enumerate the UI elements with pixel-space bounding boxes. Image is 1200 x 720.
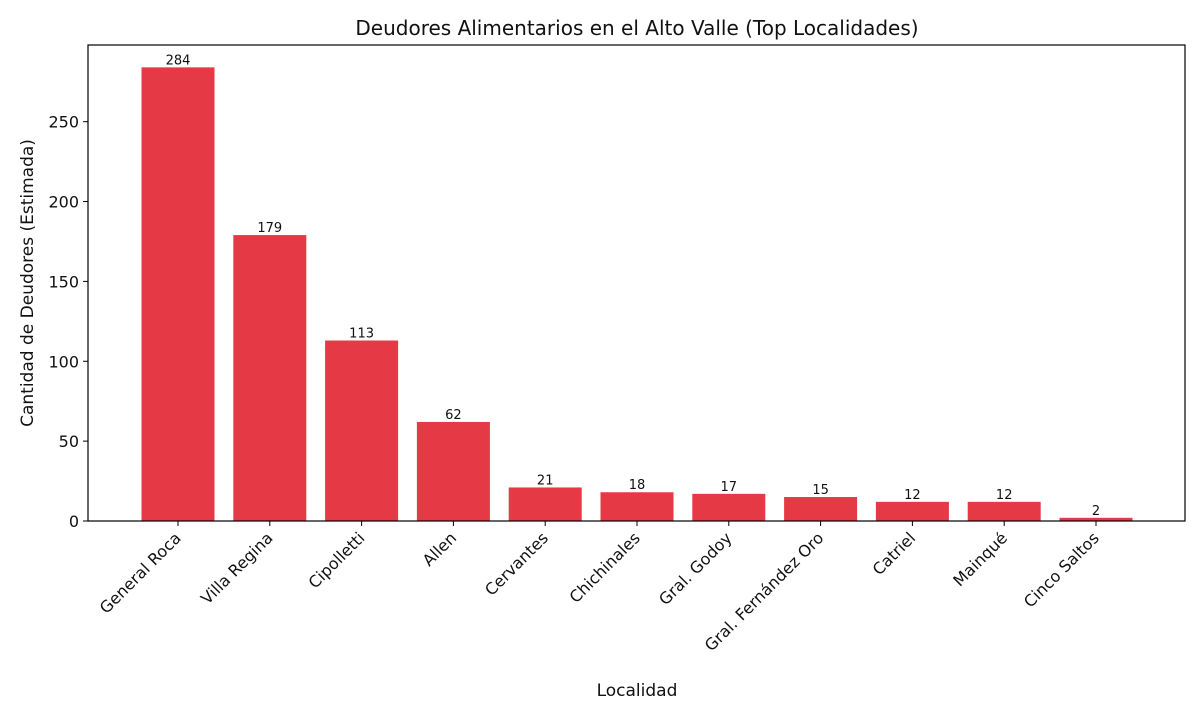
data-label-3: 62	[445, 408, 462, 423]
x-tick-label-6: Gral. Godoy	[655, 528, 736, 609]
x-tick-label-10: Cinco Saltos	[1020, 528, 1103, 611]
y-tick-label-1: 50	[59, 432, 79, 451]
y-tick-group: 0 50 100 150 200 250	[48, 113, 88, 531]
data-label-4: 21	[537, 473, 554, 488]
bar-1	[233, 235, 307, 521]
x-tick-label-3: Allen	[419, 528, 461, 570]
bar-10	[1059, 517, 1133, 521]
x-axis-label: Localidad	[597, 681, 678, 701]
bar-3	[416, 421, 490, 521]
y-tick-label-2: 100	[48, 352, 79, 371]
y-axis-label: Cantidad de Deudores (Estimada)	[18, 139, 38, 427]
x-tick-label-8: Catriel	[869, 528, 920, 579]
plot-frame	[87, 44, 1186, 522]
data-label-8: 12	[904, 488, 921, 503]
data-label-5: 18	[629, 478, 646, 493]
data-label-2: 113	[349, 327, 374, 342]
bar-7	[784, 497, 858, 521]
x-tick-label-2: Cipolletti	[305, 528, 369, 592]
x-tick-label-5: Chichinales	[566, 528, 644, 606]
y-tick-label-5: 250	[48, 113, 79, 132]
y-tick-label-3: 150	[48, 272, 79, 291]
data-label-0: 284	[166, 53, 191, 68]
y-tick-label-0: 0	[69, 512, 79, 531]
x-tick-label-1: Villa Regina	[197, 528, 277, 608]
data-label-10: 2	[1092, 504, 1100, 519]
x-tick-label-4: Cervantes	[481, 528, 552, 599]
bar-8	[875, 501, 949, 521]
data-label-1: 179	[257, 221, 282, 236]
bar-2	[325, 340, 399, 521]
x-tick-label-9: Mainqué	[949, 528, 1011, 590]
bar-9	[967, 501, 1041, 521]
bar-6	[692, 493, 766, 521]
x-tick-group: General Roca Villa Regina Cipolletti Allen C…	[96, 521, 1103, 655]
x-tick-label-0: General Roca	[96, 528, 185, 617]
bars-group: 284 179 113 62 21 18 17 15 12 12 2	[141, 53, 1133, 521]
bar-0	[141, 67, 215, 521]
chart-title: Deudores Alimentarios en el Alto Valle (…	[355, 16, 918, 40]
bar-4	[508, 487, 582, 521]
bar-5	[600, 492, 674, 521]
data-label-9: 12	[996, 488, 1013, 503]
data-label-6: 17	[721, 480, 738, 495]
y-tick-label-4: 200	[48, 193, 79, 212]
data-label-7: 15	[812, 483, 829, 498]
